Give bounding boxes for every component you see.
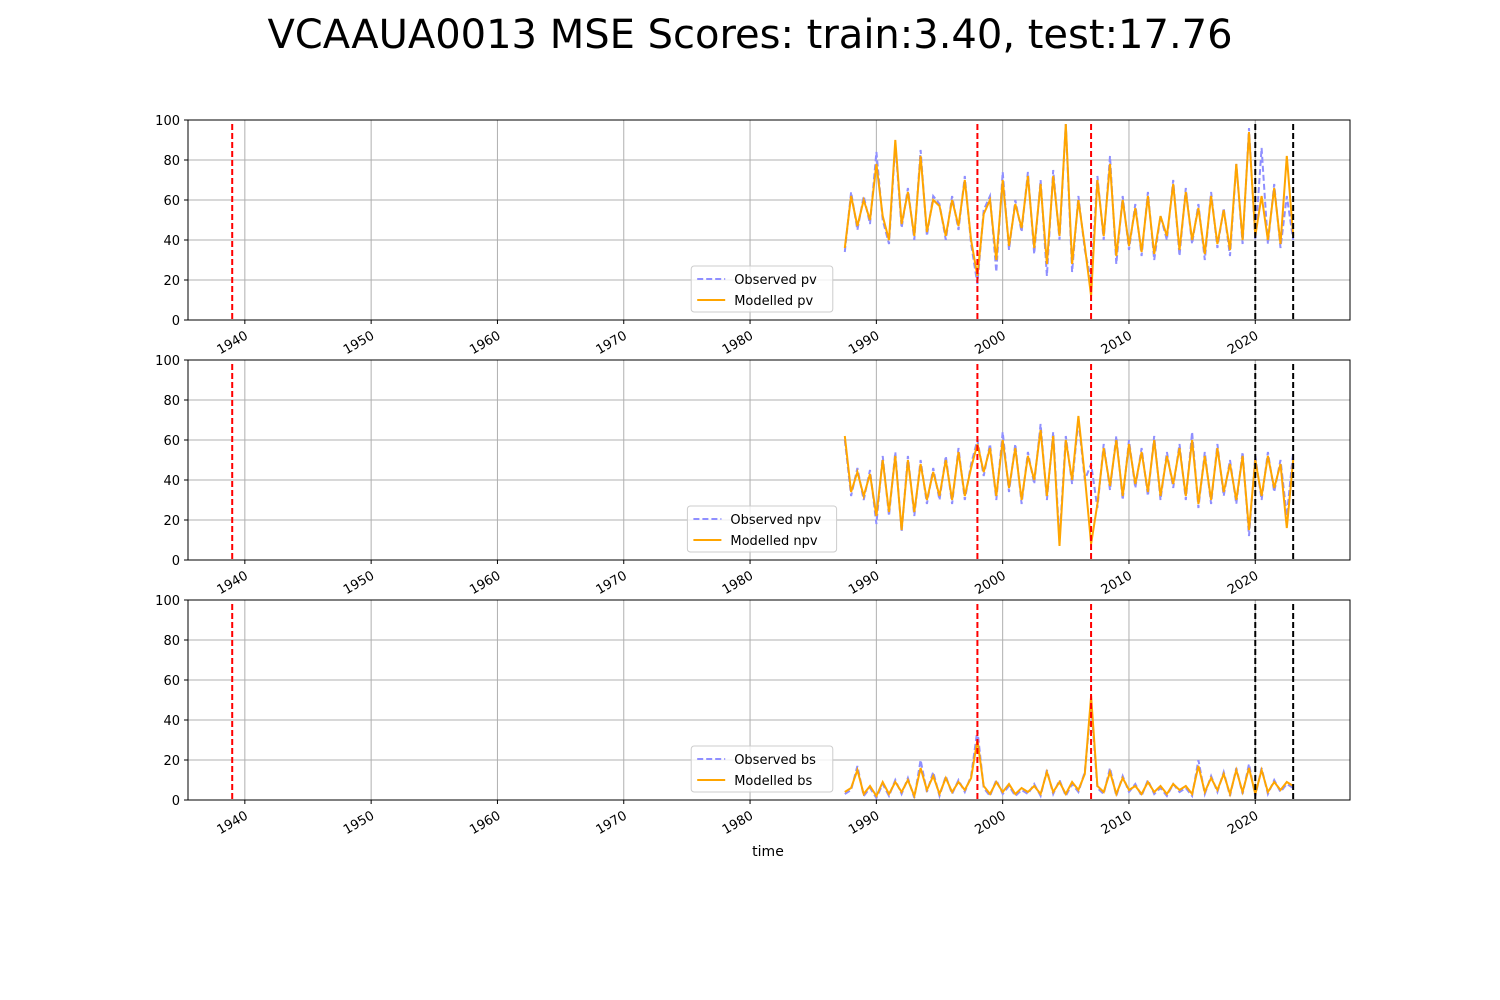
- x-tick-label: 1990: [846, 808, 882, 838]
- legend-label: Observed bs: [734, 753, 816, 768]
- y-tick-label: 40: [163, 234, 180, 249]
- x-tick-label: 2000: [973, 808, 1009, 838]
- y-tick-label: 100: [155, 354, 180, 369]
- x-tick-label: 1950: [341, 328, 377, 358]
- y-tick-label: 100: [155, 114, 180, 129]
- x-tick-label: 1990: [846, 568, 882, 598]
- subplot-bs: 0 20 40 60 80 100 1940 1950 1960 1970 1980 1990 2000…: [155, 594, 1351, 838]
- x-tick-label: 1960: [467, 328, 503, 358]
- y-tick-label: 0: [172, 794, 180, 809]
- legend: Observed npv Modelled npv: [686, 505, 838, 553]
- y-tick-label: 40: [163, 474, 180, 489]
- axes-frame: [187, 119, 1351, 321]
- axes-frame: [187, 599, 1351, 801]
- legend-box: [690, 265, 834, 313]
- x-tick-label: 1940: [215, 808, 251, 838]
- legend: Observed bs Modelled bs: [690, 745, 834, 793]
- modelled-series-line: [844, 695, 1294, 800]
- x-axis-label: time: [752, 844, 784, 860]
- x-tick-label: 1980: [720, 808, 756, 838]
- y-tick-label: 80: [163, 154, 180, 169]
- subplot-pv: 0 20 40 60 80 100 1940 1950 1960 1970 1980 1990 2000…: [155, 114, 1351, 358]
- modelled-series-line: [843, 415, 1295, 547]
- x-tick-label: 2010: [1099, 328, 1135, 358]
- legend-label: Modelled bs: [734, 774, 812, 789]
- x-tick-label: 2000: [973, 568, 1009, 598]
- legend-label: Observed npv: [730, 513, 821, 528]
- y-tick-label: 80: [163, 634, 180, 649]
- legend-label: Modelled pv: [734, 294, 813, 309]
- legend: Observed pv Modelled pv: [690, 265, 834, 313]
- chart-title: VCAAUA0013 MSE Scores: train:3.40, test:…: [267, 12, 1233, 58]
- x-tick-label: 1950: [341, 568, 377, 598]
- y-tick-label: 0: [172, 554, 180, 569]
- axes-frame: [187, 359, 1351, 561]
- y-tick-label: 60: [163, 194, 180, 209]
- x-tick-label: 2020: [1225, 568, 1261, 598]
- x-tick-label: 1950: [341, 808, 377, 838]
- y-tick-label: 60: [163, 674, 180, 689]
- legend-box: [690, 745, 834, 793]
- x-tick-label: 1970: [594, 808, 630, 838]
- y-tick-label: 20: [163, 274, 180, 289]
- y-tick-label: 20: [163, 514, 180, 529]
- x-tick-label: 2000: [973, 328, 1009, 358]
- legend-label: Modelled npv: [730, 534, 818, 549]
- y-tick-label: 0: [172, 314, 180, 329]
- legend-box: [686, 505, 838, 553]
- x-tick-label: 1970: [594, 568, 630, 598]
- y-tick-label: 20: [163, 754, 180, 769]
- x-tick-label: 1980: [720, 328, 756, 358]
- x-tick-label: 2020: [1225, 328, 1261, 358]
- x-tick-label: 2020: [1225, 808, 1261, 838]
- y-tick-label: 100: [155, 594, 180, 609]
- x-tick-label: 1940: [215, 568, 251, 598]
- legend-label: Observed pv: [734, 273, 817, 288]
- x-tick-label: 1960: [467, 568, 503, 598]
- y-tick-label: 40: [163, 714, 180, 729]
- subplot-npv: 0 20 40 60 80 100 1940 1950 1960 1970 1980 1990 2000…: [155, 354, 1351, 598]
- modelled-series-line: [843, 123, 1295, 297]
- x-tick-label: 2010: [1099, 568, 1135, 598]
- x-tick-label: 1970: [594, 328, 630, 358]
- y-tick-label: 80: [163, 394, 180, 409]
- x-tick-label: 1990: [846, 328, 882, 358]
- x-tick-label: 2010: [1099, 808, 1135, 838]
- x-tick-label: 1980: [720, 568, 756, 598]
- y-tick-label: 60: [163, 434, 180, 449]
- x-tick-label: 1940: [215, 328, 251, 358]
- x-tick-label: 1960: [467, 808, 503, 838]
